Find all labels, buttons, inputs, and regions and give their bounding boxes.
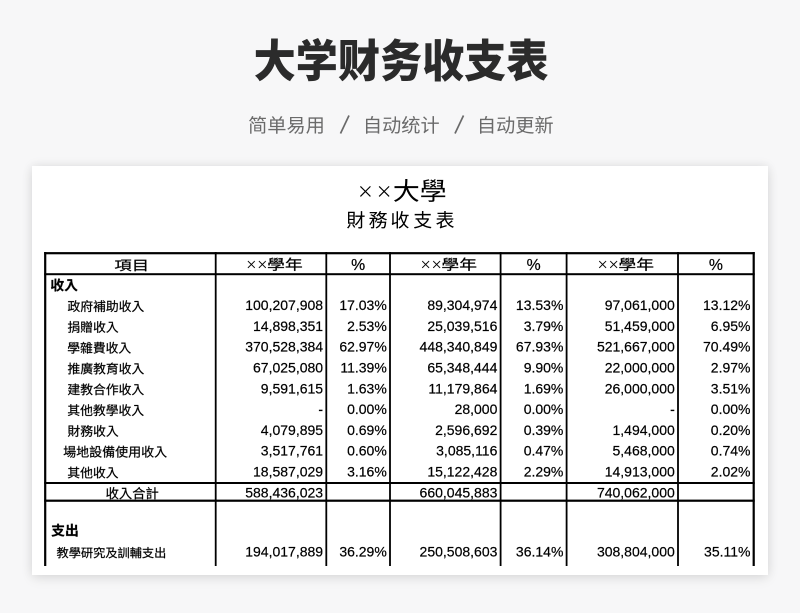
svg-text:17.03%: 17.03% — [339, 297, 386, 313]
svg-text:%: % — [709, 257, 723, 274]
svg-text:15,122,428: 15,122,428 — [427, 464, 497, 480]
svg-text:1.69%: 1.69% — [524, 381, 564, 397]
svg-text:14,913,000: 14,913,000 — [605, 464, 675, 480]
svg-text:97,061,000: 97,061,000 — [605, 297, 675, 313]
svg-text:62.97%: 62.97% — [339, 339, 386, 355]
svg-text:25,039,516: 25,039,516 — [427, 318, 497, 334]
svg-text:28,000: 28,000 — [455, 401, 498, 417]
svg-text:0.39%: 0.39% — [524, 422, 564, 438]
svg-text:521,667,000: 521,667,000 — [597, 339, 675, 355]
svg-text:0.47%: 0.47% — [524, 443, 564, 459]
svg-text:-: - — [318, 401, 323, 417]
svg-text:0.60%: 0.60% — [347, 443, 387, 459]
svg-text:65,348,444: 65,348,444 — [427, 360, 497, 376]
svg-text:0.00%: 0.00% — [524, 401, 564, 417]
svg-text:0.20%: 0.20% — [711, 422, 751, 438]
svg-text:3,517,761: 3,517,761 — [261, 443, 323, 459]
svg-text:11.39%: 11.39% — [340, 360, 386, 376]
svg-text:51,459,000: 51,459,000 — [605, 318, 675, 334]
svg-text:9,591,615: 9,591,615 — [261, 381, 323, 397]
svg-text:4,079,895: 4,079,895 — [261, 422, 323, 438]
svg-text:1.63%: 1.63% — [347, 381, 387, 397]
svg-text:14,898,351: 14,898,351 — [253, 318, 323, 334]
svg-text:660,045,883: 660,045,883 — [420, 485, 498, 501]
svg-text:3.51%: 3.51% — [711, 381, 751, 397]
svg-text:18,587,029: 18,587,029 — [253, 464, 323, 480]
svg-text:588,436,023: 588,436,023 — [245, 485, 323, 501]
svg-text:100,207,908: 100,207,908 — [245, 297, 323, 313]
svg-text:%: % — [351, 257, 365, 274]
svg-text:-: - — [670, 401, 675, 417]
svg-text:308,804,000: 308,804,000 — [597, 544, 675, 560]
svg-text:1,494,000: 1,494,000 — [613, 422, 675, 438]
svg-text:35.11%: 35.11% — [704, 544, 750, 560]
svg-text:0.74%: 0.74% — [711, 443, 751, 459]
svg-text:3.16%: 3.16% — [347, 464, 387, 480]
svg-text:36.29%: 36.29% — [339, 544, 386, 560]
svg-text:89,304,974: 89,304,974 — [427, 297, 497, 313]
svg-text:67,025,080: 67,025,080 — [253, 360, 323, 376]
svg-text:194,017,889: 194,017,889 — [245, 544, 323, 560]
svg-text:6.95%: 6.95% — [711, 318, 751, 334]
svg-text:9.90%: 9.90% — [524, 360, 564, 376]
svg-text:67.93%: 67.93% — [516, 339, 563, 355]
svg-text:2.02%: 2.02% — [711, 464, 751, 480]
svg-text:70.49%: 70.49% — [703, 339, 750, 355]
svg-text:5,468,000: 5,468,000 — [613, 443, 675, 459]
svg-text:0.00%: 0.00% — [711, 401, 751, 417]
svg-text:26,000,000: 26,000,000 — [605, 381, 675, 397]
svg-text:370,528,384: 370,528,384 — [245, 339, 323, 355]
svg-text:0.00%: 0.00% — [347, 401, 387, 417]
svg-text:740,062,000: 740,062,000 — [597, 485, 675, 501]
svg-text:2.29%: 2.29% — [524, 464, 564, 480]
svg-text:3,085,116: 3,085,116 — [436, 443, 497, 459]
svg-text:36.14%: 36.14% — [516, 544, 563, 560]
svg-text:2,596,692: 2,596,692 — [435, 422, 497, 438]
svg-text:0.69%: 0.69% — [347, 422, 387, 438]
svg-text:2.53%: 2.53% — [347, 318, 387, 334]
svg-text:3.79%: 3.79% — [524, 318, 564, 334]
svg-text:250,508,603: 250,508,603 — [420, 544, 498, 560]
svg-text:2.97%: 2.97% — [711, 360, 751, 376]
svg-text:448,340,849: 448,340,849 — [420, 339, 498, 355]
svg-text:13.53%: 13.53% — [516, 297, 563, 313]
svg-text:13.12%: 13.12% — [703, 297, 750, 313]
svg-text:%: % — [527, 257, 541, 274]
svg-text:11,179,864: 11,179,864 — [428, 381, 497, 397]
svg-text:22,000,000: 22,000,000 — [605, 360, 675, 376]
